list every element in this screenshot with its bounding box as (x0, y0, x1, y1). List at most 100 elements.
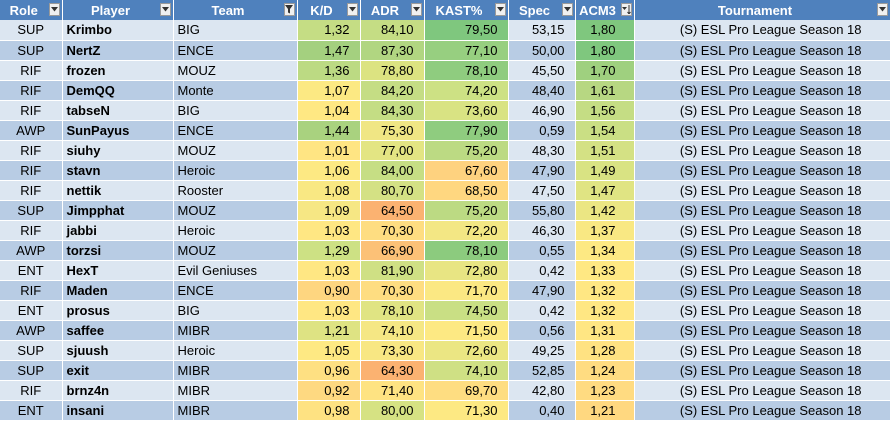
column-header-kd[interactable]: K/D (297, 0, 361, 20)
cell-role[interactable]: SUP (0, 40, 63, 61)
table-row[interactable]: RIF nettik Rooster 1,08 80,70 68,50 47,50 1,47(… (0, 180, 890, 201)
cell-player[interactable]: DemQQ (62, 80, 174, 101)
cell-adr[interactable]: 87,30 (360, 40, 425, 61)
cell-role[interactable]: RIF (0, 140, 63, 161)
cell-team[interactable]: MIBR (173, 400, 298, 421)
cell-player[interactable]: Jimpphat (62, 200, 174, 221)
cell-acm[interactable]: 1,80 (575, 20, 635, 41)
cell-kd[interactable]: 0,90 (297, 280, 361, 301)
cell-spec[interactable]: 53,15 (508, 20, 576, 41)
cell-tournament[interactable]: (S) ESL Pro League Season 18 (634, 380, 890, 401)
cell-acm[interactable]: 1,47 (575, 180, 635, 201)
column-header-role[interactable]: Role (0, 0, 63, 20)
cell-kd[interactable]: 1,03 (297, 220, 361, 241)
cell-tournament[interactable]: (S) ESL Pro League Season 18 (634, 60, 890, 81)
cell-adr[interactable]: 81,90 (360, 260, 425, 281)
cell-team[interactable]: Monte (173, 80, 298, 101)
cell-kast[interactable]: 72,60 (424, 340, 509, 361)
cell-spec[interactable]: 50,00 (508, 40, 576, 61)
cell-tournament[interactable]: (S) ESL Pro League Season 18 (634, 20, 890, 41)
cell-kd[interactable]: 0,92 (297, 380, 361, 401)
table-row[interactable]: RIF tabseN BIG 1,04 84,30 73,60 46,90 1,56 (S) E… (0, 100, 890, 121)
cell-player[interactable]: prosus (62, 300, 174, 321)
cell-team[interactable]: MIBR (173, 320, 298, 341)
cell-tournament[interactable]: (S) ESL Pro League Season 18 (634, 200, 890, 221)
cell-role[interactable]: RIF (0, 60, 63, 81)
cell-acm[interactable]: 1,37 (575, 220, 635, 241)
cell-adr[interactable]: 84,30 (360, 100, 425, 121)
cell-player[interactable]: brnz4n (62, 380, 174, 401)
cell-spec[interactable]: 49,25 (508, 340, 576, 361)
cell-kd[interactable]: 1,01 (297, 140, 361, 161)
cell-tournament[interactable]: (S) ESL Pro League Season 18 (634, 360, 890, 381)
cell-role[interactable]: AWP (0, 120, 63, 141)
cell-acm[interactable]: 1,32 (575, 300, 635, 321)
cell-adr[interactable]: 74,10 (360, 320, 425, 341)
cell-kd[interactable]: 1,05 (297, 340, 361, 361)
cell-player[interactable]: siuhy (62, 140, 174, 161)
table-row[interactable]: RIF DemQQ Monte 1,07 84,20 74,20 48,40 1,61 (S) … (0, 80, 890, 101)
cell-kd[interactable]: 1,09 (297, 200, 361, 221)
cell-team[interactable]: MOUZ (173, 200, 298, 221)
cell-acm[interactable]: 1,31 (575, 320, 635, 341)
dropdown-arrow-icon[interactable] (48, 3, 60, 16)
cell-player[interactable]: Maden (62, 280, 174, 301)
cell-adr[interactable]: 84,10 (360, 20, 425, 41)
cell-kd[interactable]: 1,36 (297, 60, 361, 81)
cell-role[interactable]: RIF (0, 100, 63, 121)
cell-kd[interactable]: 1,47 (297, 40, 361, 61)
column-header-spec[interactable]: Spec (508, 0, 576, 20)
cell-acm[interactable]: 1,32 (575, 280, 635, 301)
cell-acm[interactable]: 1,49 (575, 160, 635, 181)
dropdown-arrow-icon[interactable] (410, 3, 422, 16)
cell-acm[interactable]: 1,33 (575, 260, 635, 281)
cell-team[interactable]: Rooster (173, 180, 298, 201)
cell-kast[interactable]: 75,20 (424, 200, 509, 221)
cell-acm[interactable]: 1,23 (575, 380, 635, 401)
column-header-acm[interactable]: ACM3 (575, 0, 635, 20)
cell-kast[interactable]: 77,10 (424, 40, 509, 61)
cell-adr[interactable]: 84,00 (360, 160, 425, 181)
cell-tournament[interactable]: (S) ESL Pro League Season 18 (634, 220, 890, 241)
cell-tournament[interactable]: (S) ESL Pro League Season 18 (634, 260, 890, 281)
cell-adr[interactable]: 84,20 (360, 80, 425, 101)
cell-player[interactable]: frozen (62, 60, 174, 81)
cell-player[interactable]: torzsi (62, 240, 174, 261)
cell-kd[interactable]: 1,29 (297, 240, 361, 261)
cell-team[interactable]: Evil Geniuses (173, 260, 298, 281)
cell-kd[interactable]: 1,32 (297, 20, 361, 41)
cell-tournament[interactable]: (S) ESL Pro League Season 18 (634, 120, 890, 141)
cell-tournament[interactable]: (S) ESL Pro League Season 18 (634, 140, 890, 161)
cell-adr[interactable]: 71,40 (360, 380, 425, 401)
table-row[interactable]: SUP sjuush Heroic 1,05 73,30 72,60 49,25 1,28 (S… (0, 340, 890, 361)
cell-role[interactable]: SUP (0, 360, 63, 381)
cell-player[interactable]: stavn (62, 160, 174, 181)
cell-acm[interactable]: 1,28 (575, 340, 635, 361)
cell-kast[interactable]: 69,70 (424, 380, 509, 401)
cell-spec[interactable]: 0,42 (508, 260, 576, 281)
cell-role[interactable]: RIF (0, 180, 63, 201)
dropdown-arrow-icon[interactable] (876, 3, 888, 16)
cell-role[interactable]: ENT (0, 260, 63, 281)
table-row[interactable]: SUP NertZ ENCE 1,47 87,30 77,10 50,00 1,80 (S) E… (0, 40, 890, 61)
cell-kd[interactable]: 1,08 (297, 180, 361, 201)
cell-spec[interactable]: 0,40 (508, 400, 576, 421)
table-row[interactable]: RIF frozen MOUZ 1,36 78,80 78,10 45,50 1,70 (S) … (0, 60, 890, 81)
cell-adr[interactable]: 66,90 (360, 240, 425, 261)
cell-spec[interactable]: 42,80 (508, 380, 576, 401)
cell-kd[interactable]: 1,21 (297, 320, 361, 341)
cell-player[interactable]: insani (62, 400, 174, 421)
dropdown-arrow-icon[interactable] (494, 3, 506, 16)
table-row[interactable]: SUP Krimbo BIG 1,32 84,10 79,50 53,15 1,80 (S) E… (0, 20, 890, 41)
cell-kast[interactable]: 78,10 (424, 60, 509, 81)
cell-tournament[interactable]: (S) ESL Pro League Season 18 (634, 180, 890, 201)
cell-spec[interactable]: 48,40 (508, 80, 576, 101)
cell-kd[interactable]: 1,07 (297, 80, 361, 101)
cell-player[interactable]: HexT (62, 260, 174, 281)
table-row[interactable]: SUP Jimpphat MOUZ 1,09 64,50 75,20 55,80 1,42 (S… (0, 200, 890, 221)
table-row[interactable]: ENT HexT Evil Geniuses 1,03 81,90 72,80 0,42 1,… (0, 260, 890, 281)
cell-kd[interactable]: 1,04 (297, 100, 361, 121)
cell-tournament[interactable]: (S) ESL Pro League Season 18 (634, 160, 890, 181)
cell-player[interactable]: nettik (62, 180, 174, 201)
cell-team[interactable]: MIBR (173, 380, 298, 401)
